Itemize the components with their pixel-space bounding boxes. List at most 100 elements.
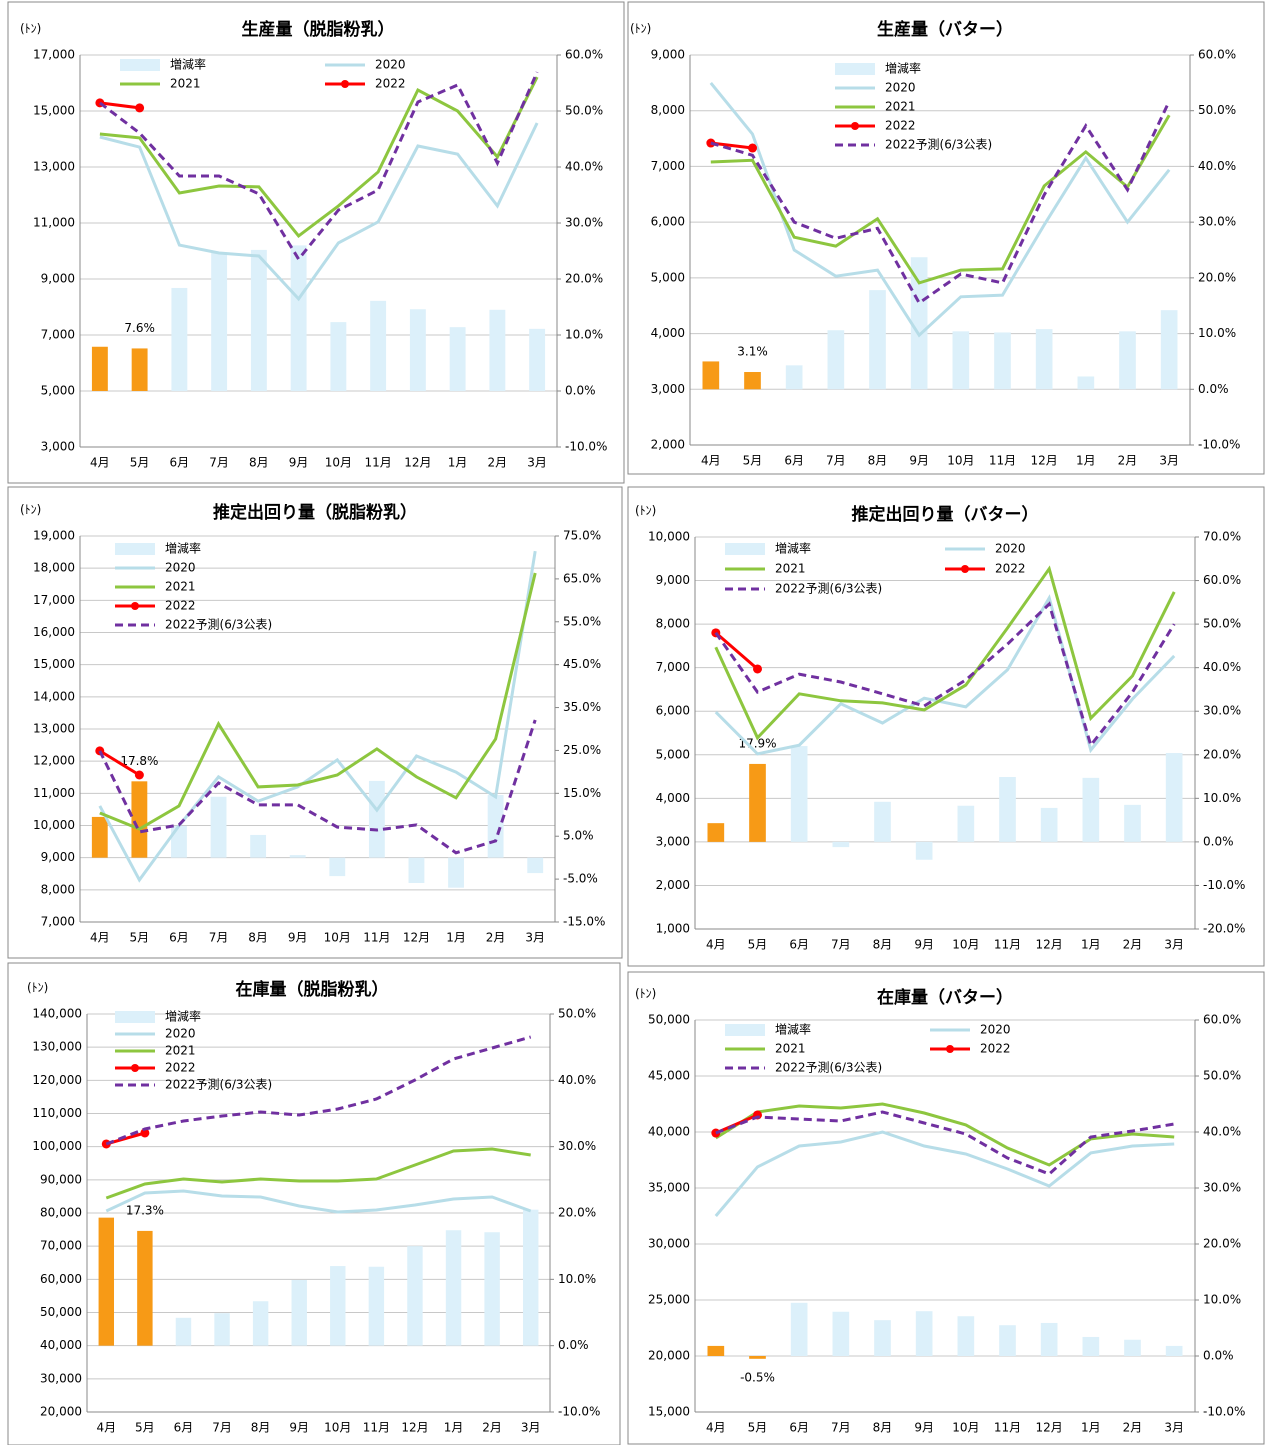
y2-tick-label: 20.0% <box>1198 270 1236 284</box>
y-tick-label: 3,000 <box>651 382 685 396</box>
x-tick-label: 9月 <box>914 1421 934 1435</box>
legend-label: 2020 <box>165 561 196 575</box>
y-tick-label: 9,000 <box>41 272 75 286</box>
y-tick-label: 9,000 <box>41 850 75 864</box>
bar <box>250 249 267 391</box>
line-series <box>714 1130 1175 1217</box>
x-tick-label: 10月 <box>324 1421 351 1435</box>
y-tick-label: 70,000 <box>40 1239 82 1253</box>
bar <box>910 257 928 390</box>
x-tick-label: 4月 <box>706 1421 726 1435</box>
legend-label: 増減率 <box>775 541 811 556</box>
y2-tick-label: 40.0% <box>565 160 603 174</box>
y-tick-label: 3,000 <box>656 834 690 848</box>
x-tick-label: 4月 <box>96 1421 116 1435</box>
y2-tick-label: 60.0% <box>1203 1013 1241 1027</box>
x-tick-label: 4月 <box>90 931 110 945</box>
legend-marker <box>851 122 859 130</box>
y-tick-label: 100,000 <box>32 1139 82 1153</box>
y-tick-label: 2,000 <box>656 878 690 892</box>
y-tick-label: 7,000 <box>651 159 685 173</box>
y2-tick-label: 60.0% <box>1198 48 1236 62</box>
y-tick-label: 7,000 <box>41 915 75 929</box>
legend-marker <box>131 1064 139 1072</box>
bar <box>827 330 845 390</box>
x-tick-label: 5月 <box>748 1421 768 1435</box>
bar <box>448 857 464 888</box>
y-tick-label: 16,000 <box>33 625 75 639</box>
x-tick-label: 10月 <box>947 454 974 468</box>
line-series <box>105 1189 532 1214</box>
line-series <box>99 76 539 238</box>
bar <box>527 857 544 874</box>
bar <box>329 857 346 877</box>
legend-marker <box>341 80 349 88</box>
y-unit: (ﾄﾝ) <box>20 22 41 36</box>
y2-tick-label: -10.0% <box>1198 438 1240 452</box>
x-tick-label: 12月 <box>1031 454 1058 468</box>
chart-title: 生産量（脱脂粉乳） <box>242 19 395 40</box>
panel-border <box>627 1 1265 475</box>
y-tick-label: 5,000 <box>651 270 685 284</box>
bar <box>1165 753 1183 842</box>
legend-label: 2022 <box>995 562 1026 576</box>
line-series <box>99 101 140 110</box>
x-tick-label: 7月 <box>212 1421 232 1435</box>
bar <box>131 348 148 391</box>
x-tick-label: 3月 <box>525 931 545 945</box>
y2-tick-label: -10.0% <box>1203 878 1245 892</box>
y-tick-label: 20,000 <box>40 1405 82 1419</box>
legend-label: 2022 <box>375 77 406 91</box>
x-tick-label: 3月 <box>521 1421 541 1435</box>
line-marker <box>134 770 144 780</box>
y2-tick-label: 10.0% <box>1203 791 1241 805</box>
x-tick-label: 10月 <box>952 938 979 952</box>
x-tick-label: 7月 <box>209 931 229 945</box>
bar <box>999 1325 1016 1356</box>
bar <box>291 1279 307 1346</box>
x-tick-label: 7月 <box>826 454 846 468</box>
x-tick-label: 11月 <box>994 1421 1021 1435</box>
y-tick-label: 50,000 <box>40 1305 82 1319</box>
x-tick-label: 5月 <box>135 1421 155 1435</box>
y2-tick-label: 50.0% <box>565 104 603 118</box>
x-tick-label: 6月 <box>170 456 190 470</box>
legend-marker <box>131 602 139 610</box>
bar <box>1040 1322 1058 1356</box>
y2-tick-label: 35.0% <box>563 700 601 714</box>
y2-tick-label: 10.0% <box>1198 326 1236 340</box>
x-tick-label: 11月 <box>363 1421 390 1435</box>
bar-value-label: 3.1% <box>737 345 768 359</box>
x-tick-label: 1月 <box>1076 454 1096 468</box>
bar <box>749 1356 766 1359</box>
x-tick-label: 5月 <box>748 938 768 952</box>
bar <box>1077 376 1095 390</box>
x-tick-label: 8月 <box>873 1421 893 1435</box>
y-tick-label: 45,000 <box>648 1069 690 1083</box>
bar <box>407 1246 423 1346</box>
y-tick-label: 40,000 <box>648 1125 690 1139</box>
line-marker <box>748 143 757 153</box>
x-tick-label: 8月 <box>251 1421 271 1435</box>
bar <box>874 801 891 842</box>
bar <box>409 309 426 391</box>
bar <box>290 245 307 391</box>
bar <box>330 322 347 391</box>
x-tick-label: 5月 <box>743 454 763 468</box>
y-tick-label: 10,000 <box>648 530 690 544</box>
x-tick-label: 1月 <box>444 1421 464 1435</box>
y2-tick-label: 0.0% <box>565 384 596 398</box>
y-tick-label: 10,000 <box>33 818 75 832</box>
y-unit: (ﾄﾝ) <box>635 987 656 1001</box>
legend-label: 2022 <box>165 1061 196 1075</box>
legend-label: 2021 <box>775 1042 806 1056</box>
y2-tick-label: 0.0% <box>1203 834 1234 848</box>
legend-swatch <box>835 63 875 75</box>
line-series <box>98 550 537 883</box>
legend-label: 2021 <box>165 580 196 594</box>
line-series <box>99 122 539 302</box>
legend-label: 2022予測(6/3公表) <box>165 618 272 632</box>
x-tick-label: 11月 <box>989 454 1016 468</box>
y2-tick-label: 40.0% <box>1203 1125 1241 1139</box>
y2-tick-label: -20.0% <box>1203 922 1245 936</box>
